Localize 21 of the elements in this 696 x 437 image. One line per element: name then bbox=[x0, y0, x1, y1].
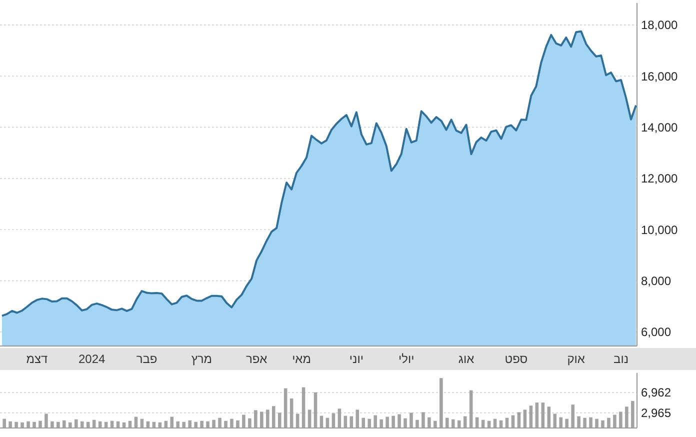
y-tick-label: 14,000 bbox=[641, 120, 678, 135]
y-tick-label: 18,000 bbox=[641, 18, 678, 32]
y-tick-label: 10,000 bbox=[641, 222, 678, 237]
x-tick-label: ספט bbox=[504, 352, 528, 366]
y-tick-label: 2,965 bbox=[641, 406, 672, 420]
x-tick-label: פבר bbox=[136, 352, 158, 366]
x-tick-label: אפר bbox=[246, 352, 268, 366]
x-tick-label: יוני bbox=[349, 352, 364, 366]
y-tick-label: 6,000 bbox=[641, 325, 672, 340]
x-tick-label: אוג bbox=[458, 352, 475, 366]
y-tick-label: 12,000 bbox=[641, 172, 678, 186]
x-tick-label: מרץ bbox=[191, 352, 212, 366]
x-tick-label: יולי bbox=[398, 352, 414, 366]
y-tick-label: 8,000 bbox=[641, 274, 672, 288]
x-tick-label: נוב bbox=[614, 352, 629, 366]
y-tick-label: 16,000 bbox=[641, 69, 678, 84]
x-tick-label: דצמ bbox=[26, 352, 48, 366]
x-tick-label: 2024 bbox=[78, 352, 106, 366]
x-tick-label: מאי bbox=[292, 352, 311, 366]
y-tick-label: 6,962 bbox=[641, 386, 672, 400]
x-tick-label: אוק bbox=[567, 352, 586, 366]
